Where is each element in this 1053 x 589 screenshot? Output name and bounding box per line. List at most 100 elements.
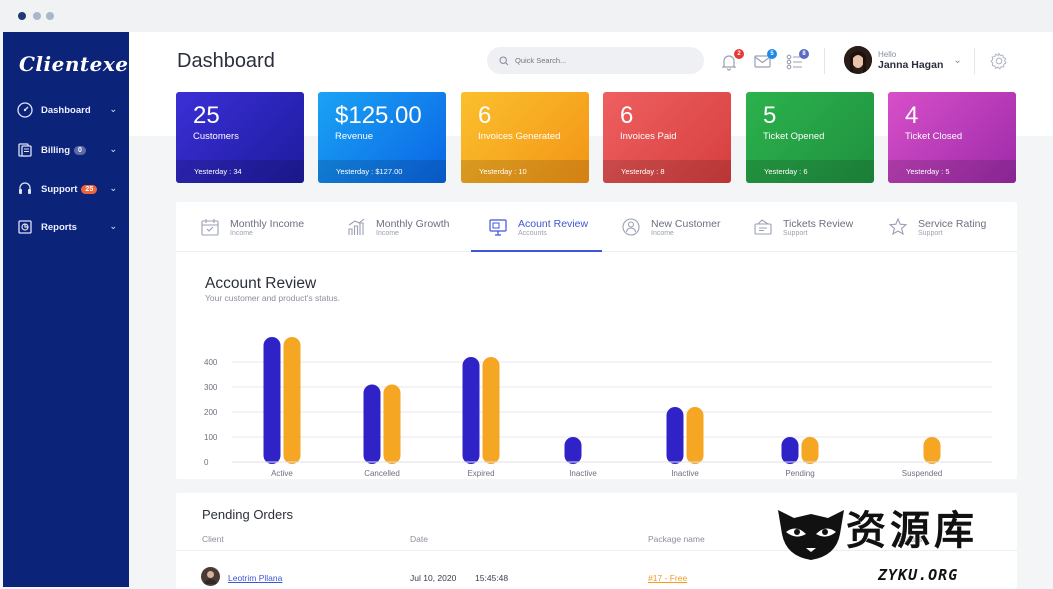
column-header-package[interactable]: Package name	[648, 534, 705, 544]
stat-card-ticket-closed[interactable]: 4 Ticket Closed Yesterday : 5	[888, 92, 1016, 183]
watermark: 资源库 ZYKU.ORG	[774, 498, 1014, 588]
monitor-icon	[489, 219, 507, 236]
messages-button[interactable]: 5	[754, 49, 777, 71]
billing-icon	[18, 143, 32, 157]
user-photo	[844, 46, 872, 74]
watermark-brand: 资源库	[846, 508, 978, 554]
window-dot[interactable]	[46, 12, 54, 20]
sidebar-item-dashboard[interactable]: Dashboard ⌄	[17, 99, 121, 121]
client-link[interactable]: Leotrim Pllana	[228, 573, 283, 583]
bar-products	[686, 407, 704, 464]
stat-label: Ticket Closed	[905, 131, 963, 142]
column-header-client[interactable]: Client	[202, 534, 224, 544]
sidebar-item-reports[interactable]: Reports ⌄	[17, 216, 121, 238]
main-content: Dashboard 2 5 8 Hello Janna Hagan ⌄	[129, 32, 1053, 589]
sidebar-item-label: Dashboard	[41, 104, 91, 116]
x-tick-label: Expired	[467, 469, 494, 478]
new-customer-icon	[622, 218, 640, 236]
ticket-icon	[754, 219, 772, 235]
raccoon-logo-icon	[778, 510, 844, 560]
order-time: 15:45:48	[475, 573, 509, 583]
search-box[interactable]	[487, 47, 704, 74]
sidebar-item-label: Reports	[41, 221, 77, 233]
growth-chart-icon	[348, 218, 365, 235]
tab-title: Tickets Review	[783, 217, 854, 230]
active-tab-indicator	[471, 250, 602, 252]
user-name: Janna Hagan	[878, 58, 944, 71]
tab-subtitle: Support	[783, 229, 808, 237]
pending-orders-card: Pending Orders Client Date Package name …	[176, 493, 1017, 589]
chevron-down-icon: ⌄	[109, 221, 117, 231]
tab-new-customer[interactable]: New Customer Income	[621, 202, 720, 252]
section-subtitle: Your customer and product's status.	[205, 293, 341, 303]
notifications-button[interactable]: 2	[721, 49, 744, 71]
user-menu[interactable]: Hello Janna Hagan ⌄	[844, 46, 962, 74]
calendar-icon	[201, 219, 219, 236]
tab-title: Service Rating	[918, 217, 987, 230]
x-tick-label: Suspended	[902, 469, 942, 478]
bar-customers	[564, 437, 582, 464]
bar-products	[383, 384, 401, 464]
bar-customers	[781, 437, 799, 464]
avatar[interactable]	[844, 46, 872, 74]
sidebar-item-label: Billing	[41, 144, 71, 156]
stat-footer: Yesterday : 6	[746, 160, 874, 183]
tab-tickets-review[interactable]: Tickets Review Support	[753, 202, 853, 252]
tab-account-review[interactable]: Acount Review Accounts	[488, 202, 588, 252]
stat-card-invoices-generated[interactable]: 6 Invoices Generated Yesterday : 10	[461, 92, 589, 183]
window-dot[interactable]	[18, 12, 26, 20]
account-review-chart: 0 100 200 300 400 Active Cancelled Expired Inact…	[204, 337, 992, 478]
billing-badge: 0	[74, 145, 86, 155]
avatar	[201, 567, 220, 586]
tab-title: Acount Review	[518, 217, 589, 230]
stat-footer: Yesterday : 34	[176, 160, 304, 183]
tasks-badge: 8	[799, 49, 809, 59]
tab-service-rating[interactable]: Service Rating Support	[888, 202, 986, 252]
stat-footer: Yesterday : $127.00	[318, 160, 446, 183]
search-input[interactable]	[515, 56, 685, 65]
bar-customers	[263, 337, 281, 464]
bar-products	[923, 437, 941, 464]
user-greeting: Hello	[878, 49, 897, 59]
account-review-card: Monthly Income Income Monthly Growth Incom…	[176, 202, 1017, 479]
stat-card-invoices-paid[interactable]: 6 Invoices Paid Yesterday : 8	[603, 92, 731, 183]
stat-footer: Yesterday : 10	[461, 160, 589, 183]
tasks-button[interactable]: 8	[786, 49, 809, 71]
column-header-status[interactable]: Status	[898, 534, 923, 544]
sidebar-item-billing[interactable]: Billing 0 ⌄	[17, 139, 121, 161]
section-title: Account Review	[205, 275, 317, 292]
chevron-down-icon: ⌄	[953, 54, 962, 66]
tab-monthly-growth[interactable]: Monthly Growth Income	[346, 202, 450, 252]
tab-monthly-income[interactable]: Monthly Income Income	[200, 202, 304, 252]
column-header-date[interactable]: Date	[410, 534, 428, 544]
stat-card-revenue[interactable]: $125.00 Revenue Yesterday : $127.00	[318, 92, 446, 183]
x-tick-label: Active	[271, 469, 293, 478]
app-logo[interactable]: Clientexec	[19, 52, 142, 76]
bell-icon	[721, 55, 737, 71]
stat-footer: Yesterday : 8	[603, 160, 731, 183]
stat-label: Invoices Paid	[620, 131, 677, 142]
header-divider	[824, 48, 825, 74]
table-divider	[176, 550, 1017, 551]
chevron-down-icon: ⌄	[109, 183, 117, 193]
x-tick-label: Inactive	[671, 469, 699, 478]
tab-subtitle: Income	[651, 229, 674, 237]
stat-card-customers[interactable]: 25 Customers Yesterday : 34	[176, 92, 304, 183]
window-dot[interactable]	[33, 12, 41, 20]
y-tick-label: 0	[204, 458, 209, 467]
stat-card-ticket-opened[interactable]: 5 Ticket Opened Yesterday : 6	[746, 92, 874, 183]
dashboard-icon	[17, 102, 33, 118]
package-link[interactable]: #17 - Free	[648, 573, 688, 583]
page-title: Dashboard	[177, 50, 275, 72]
sidebar-item-support[interactable]: Support 25 ⌄	[17, 178, 121, 200]
gear-icon[interactable]	[990, 52, 1008, 70]
stat-value: 5	[763, 102, 777, 129]
x-tick-label: Inactive	[569, 469, 597, 478]
bar-customers	[363, 384, 381, 464]
y-tick-label: 100	[204, 433, 218, 442]
orders-title: Pending Orders	[202, 507, 294, 522]
search-icon	[499, 55, 509, 65]
stat-label: Customers	[193, 131, 239, 142]
x-tick-label: Pending	[785, 469, 814, 478]
tab-title: Monthly Growth	[376, 217, 450, 230]
